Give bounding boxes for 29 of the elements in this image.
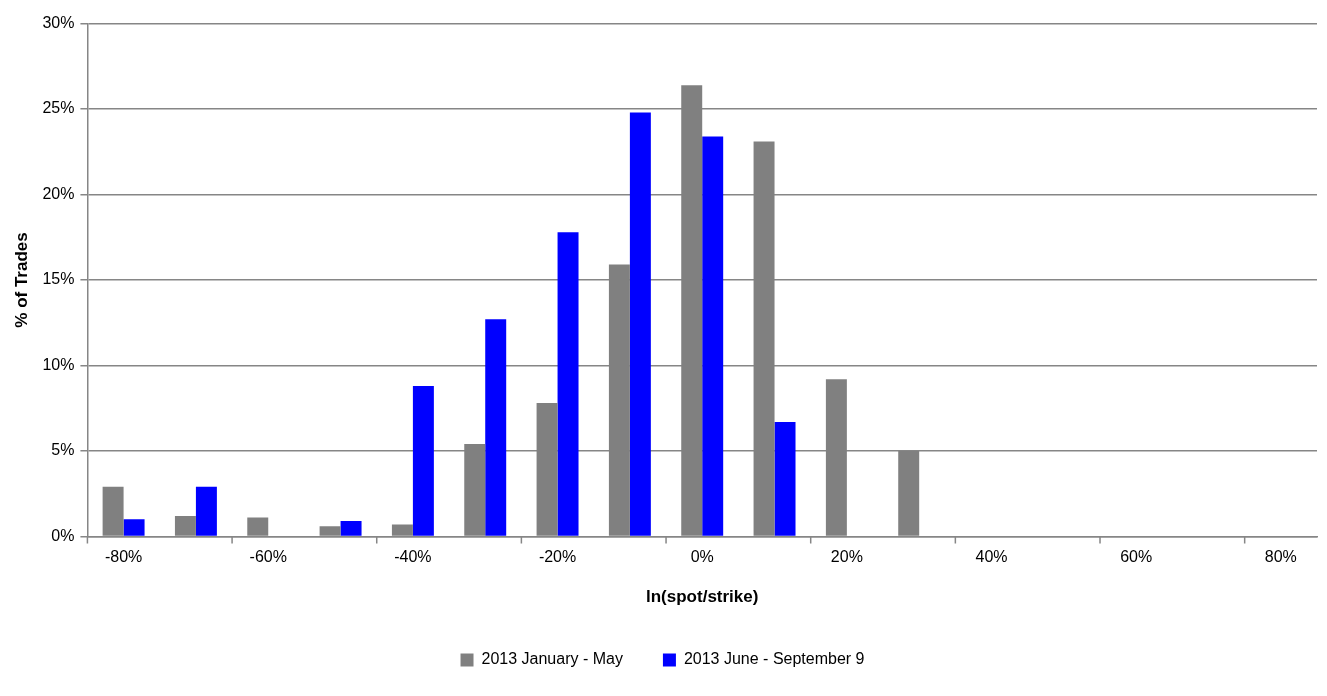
x-tick-label: 40% [975,548,1008,566]
x-tick-label: -80% [104,548,143,566]
x-tick-label: 20% [830,548,863,566]
bar [195,486,217,536]
y-tick-label: 30% [42,14,75,32]
bar [774,421,796,536]
legend-label: 2013 January - May [481,650,623,668]
x-tick-label: 60% [1120,548,1153,566]
y-tick-label: 10% [42,355,75,373]
y-tick-label: 5% [51,441,75,459]
x-tick-label: 80% [1264,548,1297,566]
x-axis-title: ln(spot/strike) [646,587,759,607]
x-tick-label: -40% [394,548,432,566]
bar [629,112,651,536]
y-tick-label: 0% [51,526,75,544]
y-axis-title: % of Trades [11,232,31,328]
y-tick-label: 25% [42,99,75,117]
x-tick-label: -20% [538,548,577,566]
bar [123,519,145,536]
bar [557,232,579,536]
bar [412,385,434,536]
y-tick-label: 15% [42,270,75,288]
bar [485,319,507,536]
x-tick-label: -60% [249,548,287,566]
x-tick-label: 0% [690,548,714,566]
bar [340,521,362,536]
y-tick-label: 20% [42,184,75,202]
bar [702,136,724,536]
legend-label: 2013 June - September 9 [683,650,865,668]
